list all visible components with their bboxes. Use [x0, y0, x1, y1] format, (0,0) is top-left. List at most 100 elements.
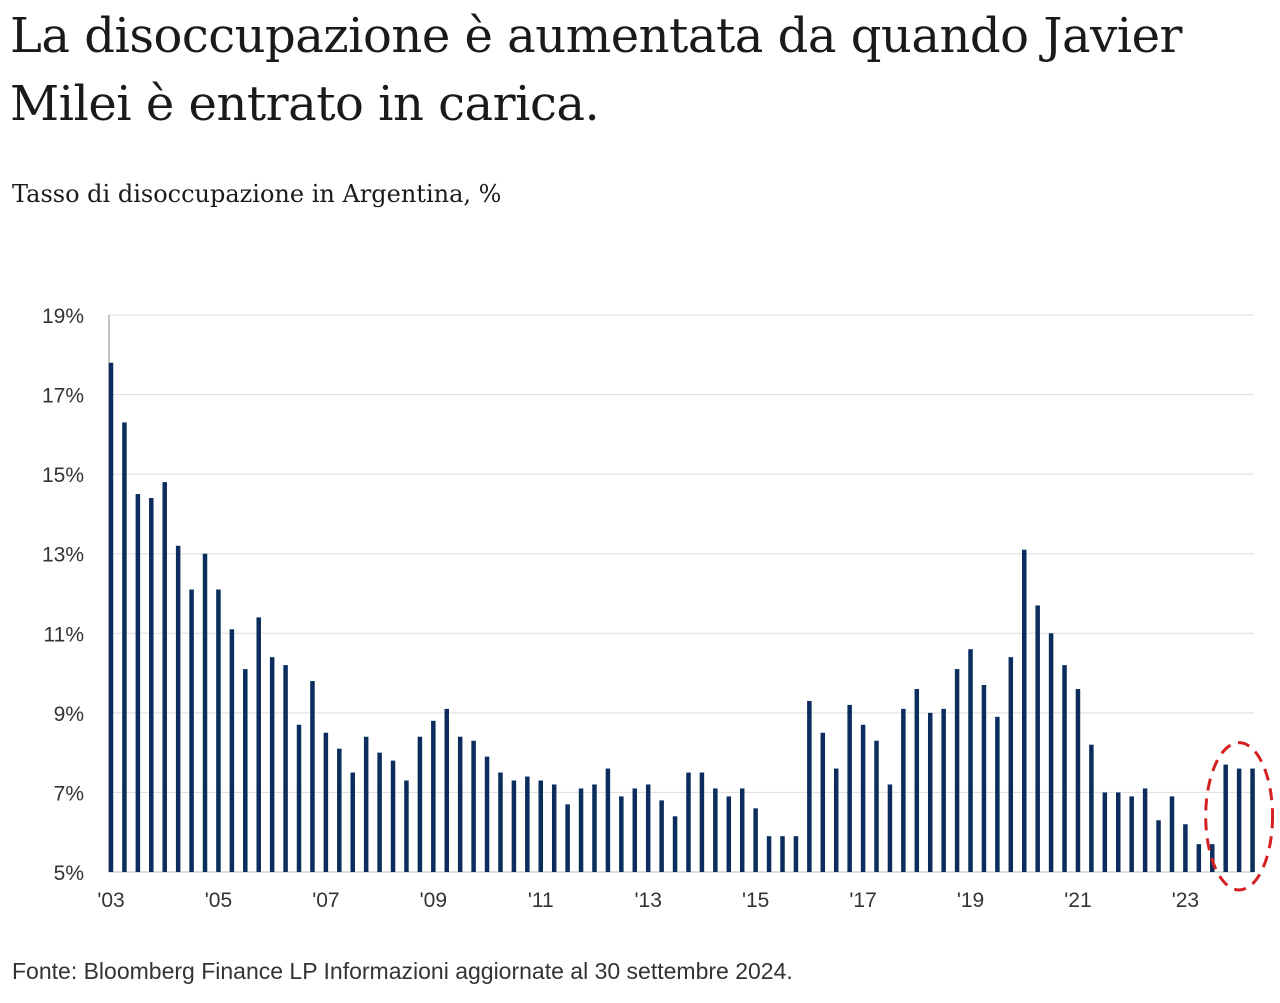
bar: [175, 545, 181, 872]
bar: [283, 665, 288, 872]
y-tick-label: 9%: [54, 703, 84, 726]
bar: [484, 756, 490, 872]
bar: [1196, 844, 1202, 872]
bar: [243, 669, 248, 872]
bar: [1142, 788, 1148, 872]
y-tick-label: 15%: [42, 464, 84, 487]
bar: [471, 740, 476, 872]
bar: [404, 780, 409, 872]
bar: [1236, 768, 1242, 872]
bar: [927, 712, 933, 872]
bar: [605, 768, 611, 872]
y-tick-label: 11%: [44, 623, 84, 646]
x-tick-label: '17: [849, 889, 876, 912]
bar: [981, 685, 987, 872]
bar: [713, 788, 718, 872]
bar: [793, 836, 799, 872]
bar: [1183, 824, 1188, 872]
bar: [323, 732, 329, 872]
chart-subtitle: Tasso di disoccupazione in Argentina, %: [12, 180, 502, 208]
x-tick-label: '23: [1172, 889, 1199, 912]
bar: [807, 700, 812, 872]
bars: [108, 362, 1255, 872]
bar: [726, 796, 732, 872]
bar: [538, 780, 544, 872]
bar: [1129, 796, 1134, 872]
bar: [122, 422, 127, 872]
x-tick-label: '09: [420, 889, 447, 912]
tick-labels: 5% 7% 9% 11% 13% 15% 17% 19% '03 '05 '07 '09 '11 '13 '…: [42, 305, 1199, 912]
y-tick-label: 17%: [42, 385, 84, 408]
bar: [887, 784, 893, 872]
bar: [431, 720, 436, 872]
bar: [135, 494, 141, 872]
x-tick-label: '21: [1064, 889, 1091, 912]
bar: [874, 740, 879, 872]
bar: [1008, 657, 1014, 872]
bar: [820, 732, 826, 872]
bar: [1089, 744, 1094, 872]
bar: [699, 772, 705, 872]
bar: [269, 657, 275, 872]
bar: [672, 816, 678, 872]
bar: [1062, 665, 1067, 872]
bar: [1048, 633, 1054, 872]
bar: [457, 736, 463, 872]
bar: [1075, 688, 1081, 872]
x-tick-label: '07: [312, 889, 339, 912]
bar: [914, 688, 920, 872]
y-tick-label: 7%: [54, 782, 84, 805]
bar: [860, 724, 866, 872]
x-tick-label: '13: [635, 889, 662, 912]
y-tick-label: 5%: [54, 862, 84, 885]
bar: [592, 784, 597, 872]
bar: [444, 708, 449, 872]
x-tick-label: '05: [205, 889, 232, 912]
bar: [216, 589, 221, 872]
bar: [995, 716, 1000, 872]
bar: [1169, 796, 1175, 872]
x-tick-label: '19: [957, 889, 984, 912]
bar: [780, 836, 785, 872]
bar: [565, 804, 570, 872]
bar: [551, 784, 557, 872]
highlight-ellipse: [1204, 741, 1275, 892]
axes: [108, 315, 1254, 873]
bar: [162, 482, 167, 872]
bar: [1156, 820, 1161, 872]
bar: [296, 724, 302, 872]
bar: [337, 748, 342, 872]
bar: [363, 736, 369, 872]
bar: [766, 836, 772, 872]
bar: [901, 708, 906, 872]
chart-title: La disoccupazione è aumentata da quando …: [10, 8, 1182, 132]
bar: [954, 669, 960, 872]
bar: [229, 629, 235, 872]
bar: [847, 704, 852, 872]
bar: [686, 772, 691, 872]
grid-lines: [109, 314, 1254, 793]
highlight-annotation: [1204, 741, 1275, 892]
bar: [1250, 768, 1255, 872]
bar: [149, 498, 154, 872]
bar: [619, 796, 624, 872]
bar: [498, 772, 503, 872]
bar: [1035, 605, 1040, 872]
x-tick-label: '15: [742, 889, 769, 912]
bar: [578, 788, 584, 872]
bar: [1102, 792, 1108, 872]
bar: [968, 649, 973, 872]
y-tick-label: 19%: [42, 305, 84, 328]
bar: [189, 589, 194, 872]
bar: [525, 776, 530, 872]
x-tick-label: '03: [97, 889, 124, 912]
bar: [108, 362, 114, 872]
bar: [659, 800, 664, 872]
x-tick-label: '11: [528, 889, 554, 912]
bar: [202, 553, 208, 872]
y-tick-label: 13%: [42, 544, 84, 567]
bar: [511, 780, 517, 872]
bar: [310, 681, 315, 872]
bar: [1021, 549, 1027, 872]
bar: [1116, 792, 1121, 872]
